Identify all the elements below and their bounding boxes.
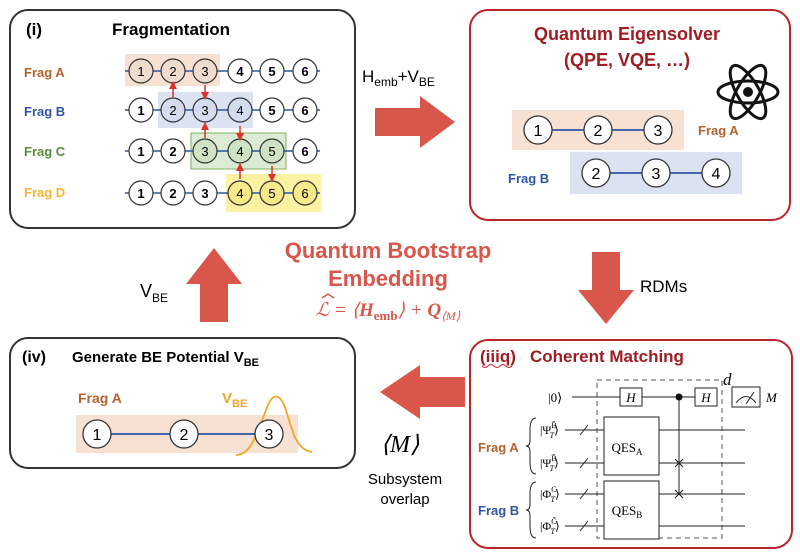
chain-row-d: 1 2 3 4 5 6 [128, 180, 318, 206]
panel-generate-potential: (iv) Generate BE Potential VBE Frag A VB… [9, 337, 356, 469]
row-label-frag-c: Frag C [24, 144, 66, 159]
node-b-3: 3 [201, 103, 208, 118]
eig-b-node-2: 2 [592, 166, 601, 183]
node-c-6: 6 [301, 144, 308, 159]
h-symbol: H [362, 67, 374, 86]
node-a-1: 1 [137, 64, 144, 79]
svg-text:Hemb+VBE: Hemb+VBE [362, 67, 435, 89]
qes-b-gate: QESB [612, 503, 643, 520]
row-label-frag-a: Frag A [24, 65, 65, 80]
panel-coherent-matching: (iiiq) Coherent Matching |0⟩ [469, 339, 793, 549]
arrow-overlap: ⟨M⟩ Subsystem overlap [368, 365, 465, 508]
potential-node-3: 3 [265, 427, 274, 444]
node-b-4: 4 [236, 103, 243, 118]
atom-icon [716, 63, 780, 121]
vbe-potential-curve [235, 395, 313, 456]
node-d-2: 2 [169, 186, 176, 201]
eigensolver-title: Quantum Eigensolver [534, 24, 720, 44]
node-c-3: 3 [201, 144, 208, 159]
swap-marks [674, 458, 684, 499]
overlap-label-2: overlap [380, 491, 429, 508]
panel-title: Fragmentation [112, 20, 230, 39]
row-label-frag-d: Frag D [24, 185, 65, 200]
eig-b-node-4: 4 [712, 166, 721, 183]
center-title: Quantum Bootstrap Embedding ℒ = ⟨Hemb⟩ +… [285, 238, 492, 323]
vbe-v: V [140, 281, 152, 301]
qbe-title-line2: Embedding [328, 266, 448, 291]
chain-row-c: 1 2 3 4 5 6 [128, 138, 318, 164]
h-gate-2: H [700, 390, 711, 405]
node-a-2: 2 [169, 64, 176, 79]
eig-a-node-2: 2 [594, 123, 603, 140]
node-a-3: 3 [201, 64, 208, 79]
potential-node-2: 2 [180, 427, 189, 444]
panel3-title: Coherent Matching [530, 347, 684, 366]
eig-b-node-3: 3 [652, 166, 661, 183]
ket-psi-bottom: |ΨB̃ T⟩ [540, 453, 559, 473]
h-subscript: emb [374, 75, 398, 89]
fragment-link-arrows [169, 81, 276, 182]
panel4-title: Generate BE Potential VBE [72, 349, 259, 369]
arrow-to-eigensolver: Hemb+VBE [362, 67, 455, 148]
node-b-6: 6 [301, 103, 308, 118]
overlap-symbol: ⟨M⟩ [381, 432, 420, 458]
plus-v: +V [398, 67, 420, 86]
potential-node-1: 1 [93, 427, 102, 444]
ket-psi-top: |ΨB̃ T⟩ [540, 420, 559, 440]
node-c-2: 2 [169, 144, 176, 159]
node-b-1: 1 [137, 103, 144, 118]
eig-a-node-1: 1 [534, 123, 543, 140]
qbe-equation: ℒ = ⟨Hemb⟩ + Q⟨M⟩ [316, 300, 461, 323]
node-c-5: 5 [268, 144, 275, 159]
ket-phi-bottom: |ΦC̃ T⟩ [540, 516, 560, 536]
d-label: d [723, 370, 732, 389]
panel4-label: (iv) [22, 349, 46, 366]
node-d-5: 5 [268, 186, 275, 201]
node-a-6: 6 [301, 64, 308, 79]
node-d-6: 6 [301, 186, 308, 201]
eig-frag-b-label: Frag B [508, 171, 549, 186]
v-subscript: BE [419, 75, 435, 89]
node-b-5: 5 [268, 103, 275, 118]
m-label: M [765, 390, 778, 405]
vbe-sub: BE [152, 291, 168, 305]
node-a-4: 4 [236, 64, 244, 79]
row-label-frag-b: Frag B [24, 104, 65, 119]
coh-frag-a-label: Frag A [478, 440, 519, 455]
arrow-vbe-up: VBE [140, 248, 242, 322]
node-c-1: 1 [137, 144, 144, 159]
node-d-3: 3 [201, 186, 208, 201]
rdms-label: RDMs [640, 277, 687, 296]
eig-a-node-3: 3 [654, 123, 663, 140]
node-d-1: 1 [137, 186, 144, 201]
potential-v-label: VBE [222, 390, 247, 410]
coh-frag-b-label: Frag B [478, 503, 519, 518]
ket-zero: |0⟩ [548, 390, 562, 405]
eigensolver-subtitle: (QPE, VQE, …) [564, 50, 690, 70]
node-b-2: 2 [169, 103, 176, 118]
h-gate-1: H [625, 390, 636, 405]
control-dot [675, 393, 683, 401]
panel-label: (i) [26, 20, 42, 39]
panel3-label: (iiiq) [480, 347, 516, 366]
panel-fragmentation: (i) Fragmentation Frag A Frag B Frag C F… [9, 9, 356, 229]
chain-row-b: 1 2 3 4 5 6 [128, 97, 318, 123]
ket-phi-top: |ΦC T⟩ [540, 485, 560, 504]
eig-frag-a-label: Frag A [698, 123, 739, 138]
arrow-rdms: RDMs [578, 252, 687, 324]
overlap-label-1: Subsystem [368, 471, 442, 488]
chain-row-a: 1 2 3 4 5 6 [128, 58, 318, 84]
qbe-title-line1: Quantum Bootstrap [285, 238, 492, 263]
node-c-4: 4 [236, 144, 243, 159]
node-d-4: 4 [236, 186, 243, 201]
potential-frag-label: Frag A [78, 390, 122, 406]
svg-text:VBE: VBE [140, 281, 168, 305]
node-a-5: 5 [268, 64, 275, 79]
qes-a-gate: QESA [611, 440, 643, 457]
panel-eigensolver: Quantum Eigensolver (QPE, VQE, …) 1 2 3 … [469, 9, 791, 221]
